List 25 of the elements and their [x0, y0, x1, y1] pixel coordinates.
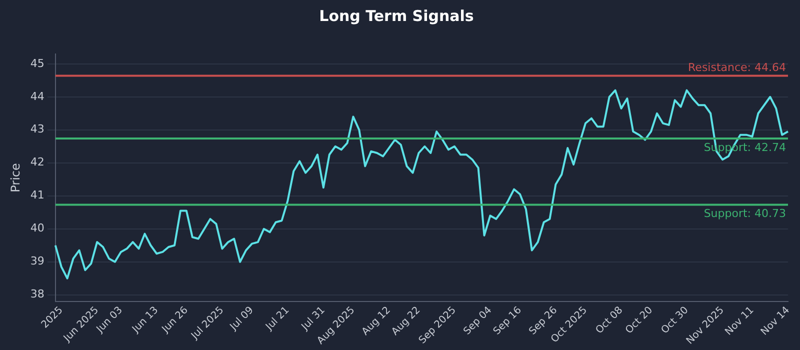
- x-tick-label: Sep 16: [492, 304, 524, 338]
- x-tick-label: Oct 08: [594, 304, 626, 336]
- x-tick-label: Nov 14: [759, 304, 792, 338]
- y-tick-label: 42: [30, 156, 44, 169]
- x-tick-label: Nov 11: [723, 304, 756, 338]
- y-tick-label: 44: [30, 90, 44, 103]
- y-axis-title: Price: [8, 163, 22, 192]
- chart-title: Long Term Signals: [319, 6, 474, 25]
- x-tick-label: Aug 12: [360, 304, 393, 338]
- x-tick-label: Oct 30: [659, 304, 691, 336]
- x-tick-label: Oct 20: [624, 304, 655, 336]
- x-tick-label: Jul 31: [299, 304, 328, 334]
- ref-line-label: Resistance: 44.64: [688, 61, 786, 74]
- ref-line-label: Support: 40.73: [704, 207, 786, 220]
- y-tick-label: 38: [30, 288, 44, 301]
- y-tick-label: 39: [30, 254, 44, 268]
- x-tick-label: Jun 26: [160, 304, 190, 336]
- x-tick-label: Jul 21: [263, 304, 292, 334]
- y-tick-label: 41: [30, 188, 44, 202]
- x-tick-label: Jul 09: [228, 304, 256, 334]
- x-tick-label: Jun 13: [130, 304, 161, 336]
- y-tick-label: 40: [30, 222, 44, 235]
- x-tick-label: Sep 04: [462, 304, 494, 338]
- y-tick-label: 43: [30, 122, 44, 136]
- y-tick-label: 45: [30, 56, 44, 70]
